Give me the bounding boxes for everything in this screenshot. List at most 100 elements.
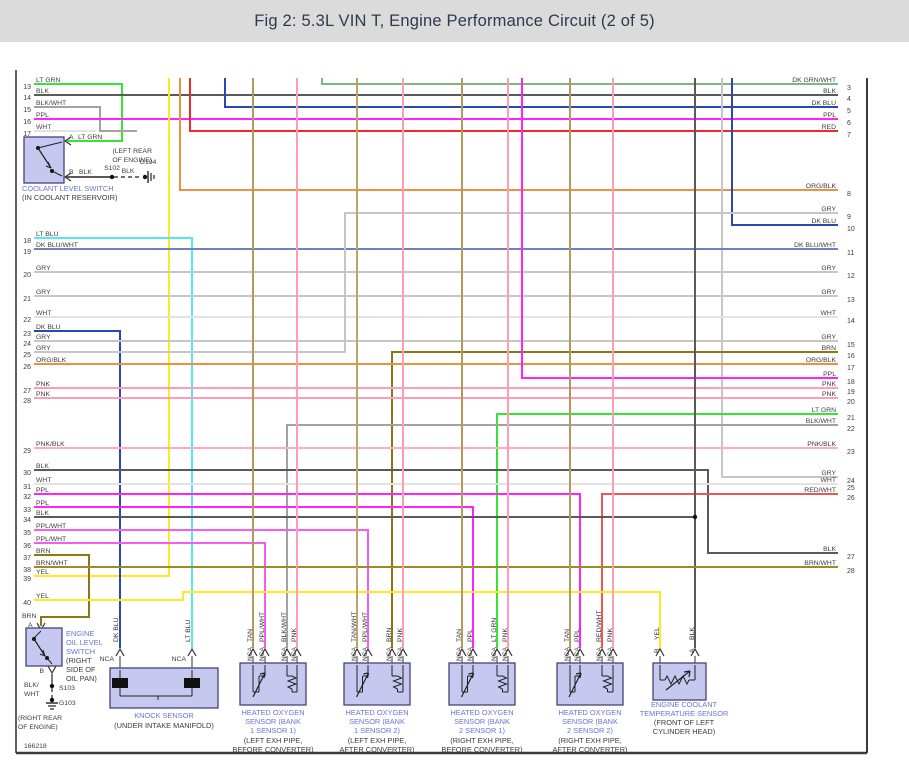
svg-text:OIL LEVEL: OIL LEVEL <box>66 638 103 647</box>
svg-text:TAN: TAN <box>247 629 254 642</box>
wire-ppl <box>521 78 838 379</box>
svg-text:GRY: GRY <box>36 345 51 352</box>
svg-text:NCA: NCA <box>491 646 498 661</box>
svg-text:16: 16 <box>847 353 855 360</box>
svg-text:BLK: BLK <box>823 546 836 553</box>
svg-text:19: 19 <box>847 389 855 396</box>
svg-text:BRN: BRN <box>822 345 836 352</box>
svg-text:(LEFT EXH PIPE,: (LEFT EXH PIPE, <box>244 736 303 745</box>
svg-text:RED: RED <box>822 124 836 131</box>
svg-text:PNK: PNK <box>291 628 298 642</box>
svg-text:HEATED OXYGEN: HEATED OXYGEN <box>450 708 513 717</box>
wire-gry <box>721 78 838 478</box>
svg-text:BLK: BLK <box>823 88 836 95</box>
svg-text:(RIGHT EXH PIPE,: (RIGHT EXH PIPE, <box>558 736 622 745</box>
svg-text:HEATED OXYGEN: HEATED OXYGEN <box>345 708 408 717</box>
svg-text:(FRONT OF LEFT: (FRONT OF LEFT <box>654 718 715 727</box>
svg-text:25: 25 <box>23 352 31 359</box>
svg-text:27: 27 <box>23 388 31 395</box>
svg-text:NCA: NCA <box>281 646 288 661</box>
svg-text:PPL: PPL <box>823 112 836 119</box>
svg-text:DK BLU: DK BLU <box>113 617 120 642</box>
svg-text:BLK/WHT: BLK/WHT <box>281 612 288 642</box>
svg-text:SENSOR (BANK: SENSOR (BANK <box>245 717 301 726</box>
component-coolant-level-switch <box>23 136 65 184</box>
svg-text:OIL PAN): OIL PAN) <box>66 674 97 683</box>
svg-text:26: 26 <box>23 364 31 371</box>
svg-text:WHT: WHT <box>821 477 836 484</box>
svg-text:B: B <box>39 668 44 675</box>
svg-text:G103: G103 <box>59 700 76 707</box>
svg-text:PNK: PNK <box>397 628 404 642</box>
svg-text:14: 14 <box>23 95 31 102</box>
svg-text:A: A <box>689 648 696 653</box>
svg-text:GRY: GRY <box>821 470 836 477</box>
svg-text:BRN: BRN <box>36 548 50 555</box>
component-engine-coolant-temperature-sensor <box>652 662 707 701</box>
svg-text:(LEFT REAR: (LEFT REAR <box>112 148 152 155</box>
svg-text:ORG/BLK: ORG/BLK <box>806 357 837 364</box>
svg-text:SWITCH: SWITCH <box>66 647 95 656</box>
svg-text:KNOCK SENSOR: KNOCK SENSOR <box>134 711 194 720</box>
svg-text:11: 11 <box>847 250 854 257</box>
svg-text:CYLINDER HEAD): CYLINDER HEAD) <box>653 727 715 736</box>
svg-text:31: 31 <box>23 484 31 491</box>
wire-ppl-wht <box>34 542 266 648</box>
svg-text:NCA: NCA <box>100 656 115 663</box>
svg-text:LT BLU: LT BLU <box>185 619 192 642</box>
svg-text:NCA: NCA <box>456 646 463 661</box>
svg-text:GRY: GRY <box>36 289 51 296</box>
svg-text:9: 9 <box>847 214 851 221</box>
svg-text:1 SENSOR 2): 1 SENSOR 2) <box>354 726 400 735</box>
svg-text:23: 23 <box>23 331 31 338</box>
svg-text:PNK: PNK <box>36 391 50 398</box>
wire-red-wht <box>601 493 838 648</box>
svg-text:PPL/WHT: PPL/WHT <box>36 536 66 543</box>
svg-text:AFTER CONVERTER): AFTER CONVERTER) <box>552 745 627 754</box>
svg-text:LT GRN: LT GRN <box>36 77 60 84</box>
svg-text:NCA: NCA <box>502 646 509 661</box>
svg-text:25: 25 <box>847 485 855 492</box>
svg-text:PPL: PPL <box>36 500 49 507</box>
svg-text:32: 32 <box>23 494 31 501</box>
svg-text:NCA: NCA <box>351 646 358 661</box>
svg-text:BLK: BLK <box>122 168 135 175</box>
svg-text:PPL: PPL <box>36 487 49 494</box>
svg-text:29: 29 <box>23 448 31 455</box>
wire-lt-grn <box>496 413 838 648</box>
svg-text:G104: G104 <box>140 159 157 166</box>
wire-gry <box>34 212 838 353</box>
svg-text:ENGINE COOLANT: ENGINE COOLANT <box>651 700 718 709</box>
svg-text:(IN COOLANT RESERVOIR): (IN COOLANT RESERVOIR) <box>22 193 117 202</box>
svg-text:GRY: GRY <box>821 334 836 341</box>
svg-text:17: 17 <box>847 365 855 372</box>
component-ho2s-bank1-sensor1 <box>239 662 307 706</box>
component-engine-oil-level-switch <box>25 627 63 667</box>
svg-text:10: 10 <box>847 226 855 233</box>
svg-text:(LEFT EXH PIPE,: (LEFT EXH PIPE, <box>348 736 407 745</box>
svg-text:(RIGHT: (RIGHT <box>66 656 92 665</box>
svg-text:BRN: BRN <box>22 613 36 620</box>
svg-text:WHT: WHT <box>24 691 39 698</box>
svg-text:RED/WHT: RED/WHT <box>804 487 836 494</box>
svg-text:4: 4 <box>847 96 851 103</box>
svg-text:PPL: PPL <box>823 371 836 378</box>
svg-text:LT BLU: LT BLU <box>36 231 59 238</box>
svg-text:37: 37 <box>23 555 31 562</box>
svg-text:39: 39 <box>23 576 31 583</box>
svg-text:WHT: WHT <box>36 477 51 484</box>
diagram-border <box>15 70 868 755</box>
labels-layer: COOLANT LEVEL SWITCH(IN COOLANT RESERVOI… <box>18 134 728 754</box>
svg-text:15: 15 <box>847 342 855 349</box>
svg-text:A: A <box>28 622 33 629</box>
svg-text:18: 18 <box>23 238 31 245</box>
svg-text:PPL/WHT: PPL/WHT <box>36 523 66 530</box>
svg-text:GRY: GRY <box>821 289 836 296</box>
svg-text:AFTER CONVERTER): AFTER CONVERTER) <box>339 745 414 754</box>
svg-text:166218: 166218 <box>24 743 47 750</box>
pin-labels-left: 13 LT GRN 14 BLK 15 BLK/WHT 16 PPL 17 WHT 18 LT BLU… <box>23 77 78 607</box>
wire-red <box>189 78 838 132</box>
svg-text:BLK: BLK <box>36 463 49 470</box>
figure-title: Fig 2: 5.3L VIN T, Engine Performance Ci… <box>254 11 655 30</box>
svg-text:DK BLU/WHT: DK BLU/WHT <box>794 242 836 249</box>
